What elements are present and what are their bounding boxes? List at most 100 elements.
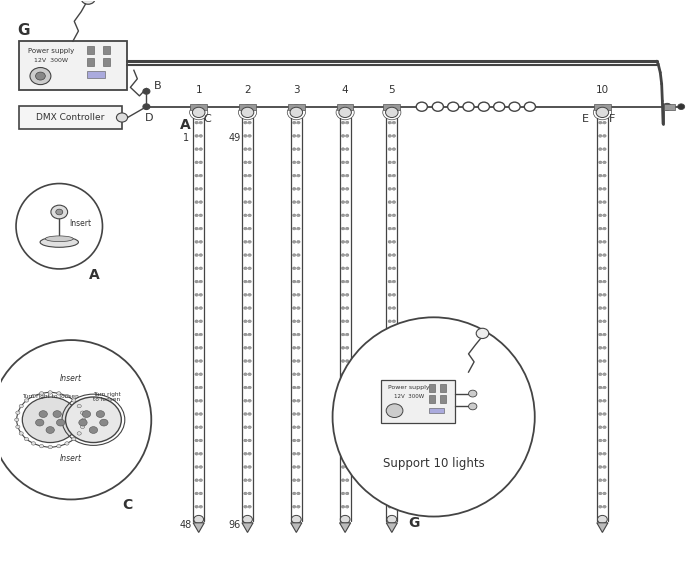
Circle shape <box>195 373 198 376</box>
Circle shape <box>603 373 606 376</box>
Circle shape <box>297 121 300 124</box>
Circle shape <box>342 466 345 468</box>
Circle shape <box>293 347 296 349</box>
Circle shape <box>346 479 349 482</box>
Circle shape <box>195 188 198 190</box>
Circle shape <box>346 253 349 256</box>
Circle shape <box>53 411 62 418</box>
Circle shape <box>392 134 396 137</box>
Circle shape <box>392 280 396 283</box>
Bar <box>382 380 454 423</box>
Circle shape <box>99 419 108 426</box>
Polygon shape <box>290 523 302 533</box>
Circle shape <box>346 240 349 243</box>
Circle shape <box>297 492 300 495</box>
Circle shape <box>248 188 251 190</box>
Circle shape <box>392 121 396 124</box>
Circle shape <box>195 267 198 270</box>
Circle shape <box>297 399 300 402</box>
Circle shape <box>248 121 251 124</box>
Circle shape <box>388 466 391 468</box>
Circle shape <box>603 161 606 164</box>
Circle shape <box>388 505 391 508</box>
Circle shape <box>603 360 606 363</box>
Circle shape <box>388 121 391 124</box>
Circle shape <box>248 373 251 376</box>
Circle shape <box>392 426 396 428</box>
Bar <box>87 58 94 66</box>
Circle shape <box>342 347 345 349</box>
Circle shape <box>248 466 251 468</box>
Circle shape <box>598 121 602 124</box>
Bar <box>103 46 110 54</box>
Circle shape <box>346 121 349 124</box>
Circle shape <box>598 412 602 415</box>
Circle shape <box>81 0 95 4</box>
Circle shape <box>244 307 247 309</box>
Circle shape <box>293 320 296 323</box>
Text: Insert: Insert <box>60 454 82 463</box>
Circle shape <box>342 148 345 150</box>
Circle shape <box>392 307 396 309</box>
Text: Insert: Insert <box>69 220 91 228</box>
Text: 2: 2 <box>244 85 251 94</box>
Circle shape <box>346 426 349 428</box>
Circle shape <box>297 479 300 482</box>
Text: Turn right to loosen: Turn right to loosen <box>22 395 79 399</box>
Circle shape <box>388 280 391 283</box>
Circle shape <box>392 360 396 363</box>
Circle shape <box>598 452 602 455</box>
Circle shape <box>603 492 606 495</box>
Circle shape <box>342 373 345 376</box>
Circle shape <box>342 214 345 217</box>
Circle shape <box>248 201 251 204</box>
Circle shape <box>388 240 391 243</box>
Circle shape <box>392 320 396 323</box>
Circle shape <box>248 214 251 217</box>
Circle shape <box>598 267 602 270</box>
Circle shape <box>346 320 349 323</box>
Circle shape <box>199 505 202 508</box>
Circle shape <box>293 360 296 363</box>
Circle shape <box>603 307 606 309</box>
Circle shape <box>392 267 396 270</box>
Circle shape <box>603 214 606 217</box>
Circle shape <box>342 280 345 283</box>
Text: Power supply: Power supply <box>389 385 430 390</box>
Circle shape <box>293 492 296 495</box>
Circle shape <box>195 426 198 428</box>
Circle shape <box>598 307 602 309</box>
Circle shape <box>199 386 202 389</box>
Circle shape <box>297 148 300 150</box>
Circle shape <box>416 102 428 111</box>
Bar <box>429 384 435 392</box>
Ellipse shape <box>0 340 151 499</box>
Circle shape <box>297 214 300 217</box>
Circle shape <box>603 412 606 415</box>
Text: 48: 48 <box>180 520 193 530</box>
Circle shape <box>598 174 602 177</box>
Circle shape <box>143 89 150 94</box>
Circle shape <box>346 148 349 150</box>
Circle shape <box>468 403 477 410</box>
Circle shape <box>195 466 198 468</box>
Circle shape <box>244 201 247 204</box>
Circle shape <box>195 399 198 402</box>
Ellipse shape <box>16 184 102 269</box>
Circle shape <box>392 148 396 150</box>
Circle shape <box>297 267 300 270</box>
Circle shape <box>297 227 300 230</box>
Circle shape <box>32 442 36 445</box>
Circle shape <box>293 426 296 428</box>
Circle shape <box>342 188 345 190</box>
Circle shape <box>195 505 198 508</box>
Circle shape <box>478 102 489 111</box>
Circle shape <box>388 479 391 482</box>
Circle shape <box>46 427 55 434</box>
Circle shape <box>39 444 43 448</box>
Circle shape <box>195 253 198 256</box>
Circle shape <box>293 174 296 177</box>
Circle shape <box>244 492 247 495</box>
Text: E: E <box>582 114 589 124</box>
Circle shape <box>346 227 349 230</box>
